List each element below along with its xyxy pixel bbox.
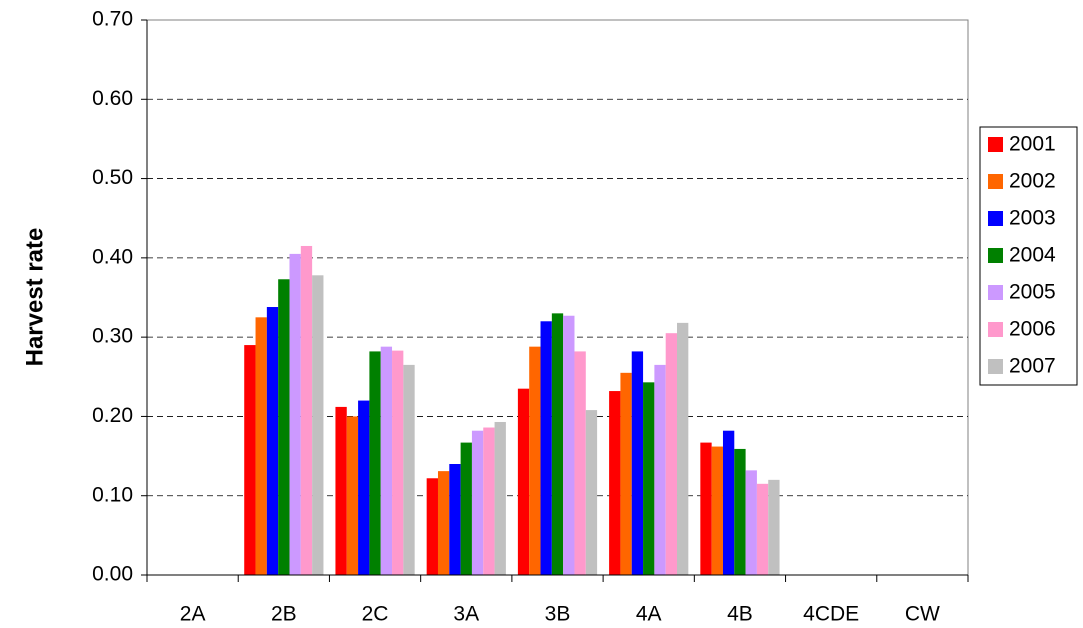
legend-swatch	[988, 174, 1003, 189]
y-tick-label: 0.50	[92, 166, 133, 189]
y-tick-label: 0.60	[92, 87, 133, 110]
bar	[609, 391, 621, 575]
legend-swatch	[988, 285, 1003, 300]
legend-label: 2003	[1009, 207, 1056, 230]
bar	[255, 317, 267, 575]
bar	[722, 430, 735, 575]
legend-label: 2004	[1009, 244, 1056, 267]
bar	[426, 478, 438, 575]
bar	[585, 410, 598, 575]
bar	[483, 427, 495, 575]
bar	[380, 346, 393, 575]
x-tick-label: 2B	[271, 603, 297, 626]
legend-label: 2002	[1009, 170, 1056, 193]
legend-swatch	[988, 211, 1003, 226]
bar	[244, 345, 256, 575]
x-tick-label: 4CDE	[803, 603, 859, 626]
bar	[335, 406, 347, 575]
legend-swatch	[988, 137, 1003, 152]
y-tick-label: 0.40	[92, 245, 133, 268]
bar	[756, 483, 769, 575]
bar	[494, 421, 506, 575]
x-tick-label: 2A	[180, 603, 206, 626]
bar	[643, 382, 655, 575]
y-axis-title: Harvest rate	[21, 228, 48, 367]
x-tick-label: 2C	[362, 603, 389, 626]
bar	[517, 388, 530, 575]
bar	[563, 315, 575, 575]
bar	[300, 245, 313, 575]
bar	[392, 350, 404, 575]
x-tick-label: 3A	[453, 603, 479, 626]
bar	[471, 430, 484, 575]
bar	[289, 253, 301, 575]
bar	[711, 446, 723, 575]
bar	[745, 470, 757, 575]
bar	[437, 471, 450, 575]
legend-label: 2007	[1009, 355, 1056, 378]
bar	[369, 351, 381, 575]
x-tick-label: 4A	[636, 603, 662, 626]
bar	[551, 313, 564, 575]
bar	[734, 448, 746, 575]
y-tick-label: 0.70	[92, 8, 133, 31]
bar	[346, 416, 359, 575]
y-tick-label: 0.00	[92, 563, 133, 586]
bar	[358, 400, 370, 575]
bar	[665, 333, 678, 575]
y-tick-label: 0.30	[92, 325, 133, 348]
bar	[529, 346, 541, 575]
x-tick-label: 3B	[545, 603, 571, 626]
bar	[460, 442, 472, 575]
y-tick-label: 0.10	[92, 483, 133, 506]
bar	[677, 322, 689, 575]
bar	[700, 442, 712, 575]
legend-swatch	[988, 322, 1003, 337]
bar	[574, 351, 586, 575]
legend-label: 2006	[1009, 318, 1056, 341]
legend-swatch	[988, 359, 1003, 374]
bar	[278, 279, 290, 575]
x-tick-label: CW	[905, 603, 940, 626]
bar	[631, 351, 644, 575]
bar	[403, 364, 415, 575]
bar	[768, 479, 780, 575]
legend-label: 2005	[1009, 281, 1056, 304]
bar	[312, 275, 324, 575]
bar	[540, 321, 552, 575]
bar	[266, 307, 279, 575]
bar	[620, 372, 632, 575]
legend-label: 2001	[1009, 133, 1056, 156]
bar	[449, 464, 461, 575]
x-tick-label: 4B	[727, 603, 753, 626]
legend-swatch	[988, 248, 1003, 263]
bar	[654, 364, 666, 575]
y-tick-label: 0.20	[92, 404, 133, 427]
